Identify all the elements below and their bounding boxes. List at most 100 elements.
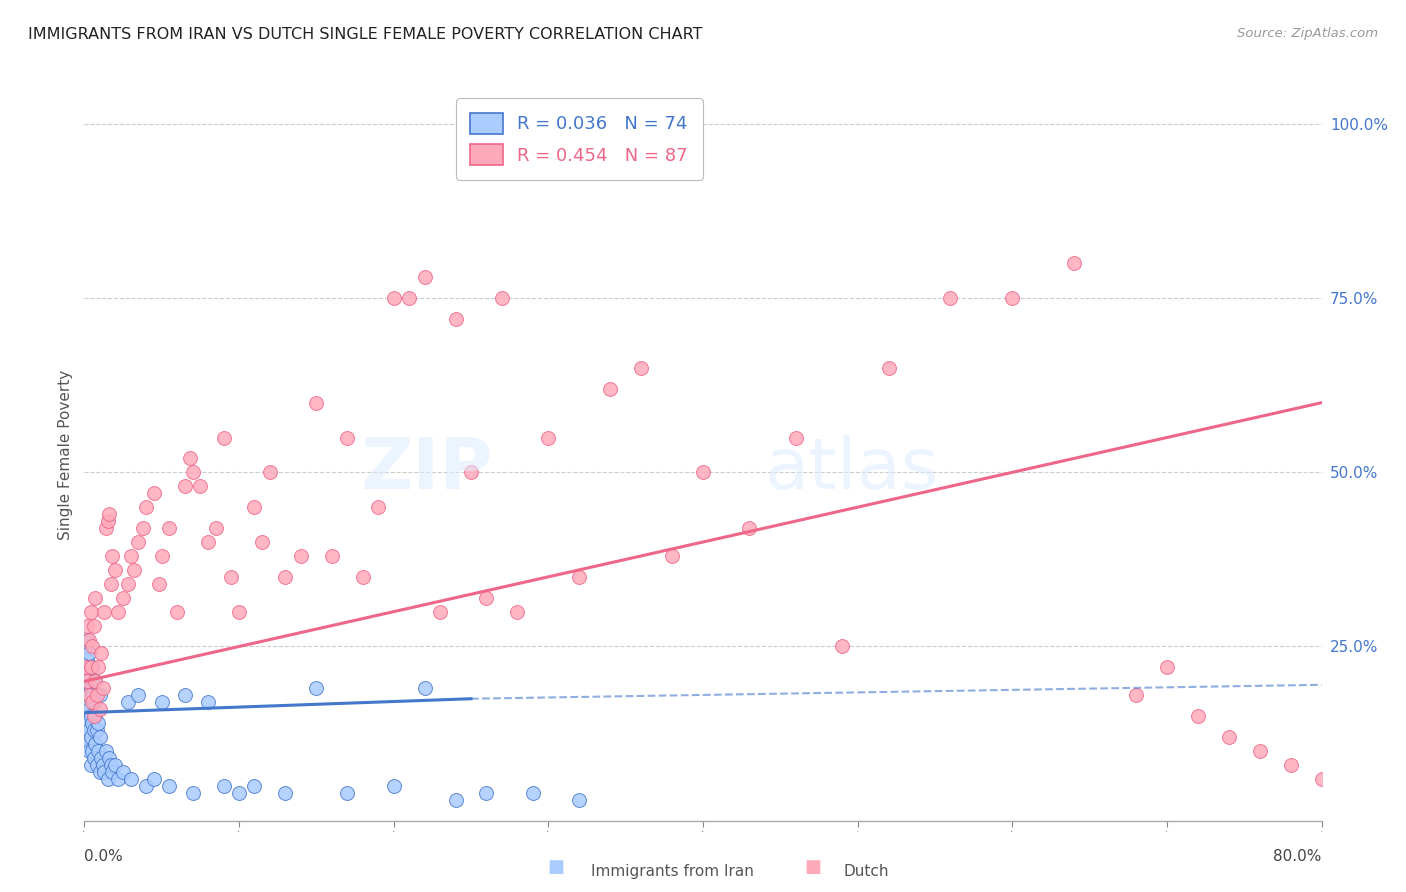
Point <box>197 535 219 549</box>
Point <box>76 618 98 632</box>
Point <box>243 779 266 793</box>
Point <box>82 688 104 702</box>
Point <box>122 563 145 577</box>
Text: Immigrants from Iran: Immigrants from Iran <box>591 863 754 879</box>
Point <box>143 772 166 786</box>
Point <box>104 563 127 577</box>
Text: ZIP: ZIP <box>360 435 492 504</box>
Point <box>252 535 274 549</box>
Text: ■: ■ <box>804 858 821 876</box>
Point <box>537 430 560 444</box>
Point <box>77 647 100 661</box>
Point <box>444 793 467 807</box>
Point <box>93 605 115 619</box>
Point <box>98 751 121 765</box>
Point <box>259 466 281 480</box>
Point <box>89 688 111 702</box>
Text: IMMIGRANTS FROM IRAN VS DUTCH SINGLE FEMALE POVERTY CORRELATION CHART: IMMIGRANTS FROM IRAN VS DUTCH SINGLE FEM… <box>28 27 703 42</box>
Point <box>159 779 181 793</box>
Point <box>413 681 436 696</box>
Point <box>274 570 297 584</box>
Point <box>352 570 374 584</box>
Point <box>101 764 124 779</box>
Point <box>522 786 544 800</box>
Point <box>82 744 104 758</box>
Point <box>75 709 97 723</box>
Point <box>305 395 328 409</box>
Point <box>212 430 235 444</box>
Point <box>120 549 142 563</box>
Point <box>738 521 761 535</box>
Point <box>205 521 228 535</box>
Point <box>132 521 155 535</box>
Point <box>413 270 436 285</box>
Point <box>97 514 120 528</box>
Point <box>76 674 98 689</box>
Point <box>599 382 621 396</box>
Point <box>100 758 122 772</box>
Point <box>188 479 212 493</box>
Point <box>75 688 97 702</box>
Point <box>91 681 114 696</box>
Point <box>100 576 122 591</box>
Point <box>460 466 482 480</box>
Text: 0.0%: 0.0% <box>84 848 124 863</box>
Point <box>79 709 101 723</box>
Point <box>1187 709 1209 723</box>
Point <box>1063 256 1085 270</box>
Point <box>76 674 98 689</box>
Point <box>112 764 135 779</box>
Point <box>93 764 115 779</box>
Point <box>174 688 197 702</box>
Point <box>83 751 105 765</box>
Point <box>82 640 104 654</box>
Point <box>120 772 142 786</box>
Y-axis label: Single Female Poverty: Single Female Poverty <box>58 370 73 540</box>
Point <box>1249 744 1271 758</box>
Point <box>877 360 900 375</box>
Point <box>1310 772 1333 786</box>
Point <box>101 549 124 563</box>
Point <box>94 744 117 758</box>
Point <box>76 653 98 667</box>
Point <box>90 647 112 661</box>
Point <box>1125 688 1147 702</box>
Point <box>76 632 98 647</box>
Point <box>135 500 157 515</box>
Point <box>75 660 97 674</box>
Point <box>94 521 117 535</box>
Point <box>87 744 110 758</box>
Point <box>79 660 101 674</box>
Point <box>117 576 139 591</box>
Point <box>79 730 101 744</box>
Point <box>82 695 104 709</box>
Point <box>661 549 683 563</box>
Point <box>86 758 108 772</box>
Text: atlas: atlas <box>765 435 939 504</box>
Point <box>398 291 420 305</box>
Point <box>79 660 101 674</box>
Point <box>274 786 297 800</box>
Point <box>568 570 591 584</box>
Point <box>143 486 166 500</box>
Point <box>181 466 204 480</box>
Point <box>77 744 100 758</box>
Point <box>107 605 129 619</box>
Point <box>117 695 139 709</box>
Point <box>76 737 98 751</box>
Point <box>87 660 110 674</box>
Point <box>75 660 97 674</box>
Point <box>77 688 100 702</box>
Point <box>107 772 129 786</box>
Point <box>75 640 97 654</box>
Point <box>87 716 110 731</box>
Point <box>305 681 328 696</box>
Point <box>568 793 591 807</box>
Point <box>166 605 188 619</box>
Point <box>212 779 235 793</box>
Point <box>76 681 98 696</box>
Point <box>150 549 173 563</box>
Point <box>82 716 104 731</box>
Point <box>506 605 529 619</box>
Text: 80.0%: 80.0% <box>1274 848 1322 863</box>
